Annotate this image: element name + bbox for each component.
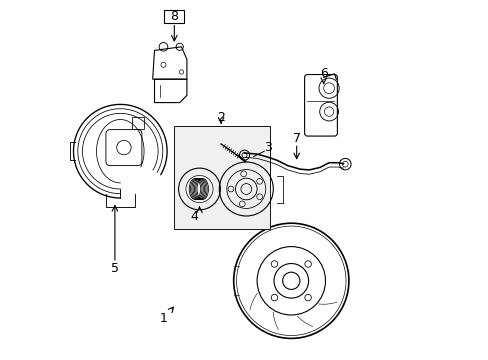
Text: 4: 4 bbox=[190, 210, 198, 222]
Text: 1: 1 bbox=[159, 307, 173, 325]
Text: 2: 2 bbox=[217, 111, 224, 123]
Text: 8: 8 bbox=[170, 10, 178, 23]
Text: 7: 7 bbox=[292, 132, 300, 145]
Bar bbox=[174, 126, 269, 229]
Text: 3: 3 bbox=[264, 141, 271, 154]
Bar bbox=[164, 10, 184, 23]
Text: 6: 6 bbox=[319, 67, 327, 80]
Text: 5: 5 bbox=[111, 262, 119, 275]
